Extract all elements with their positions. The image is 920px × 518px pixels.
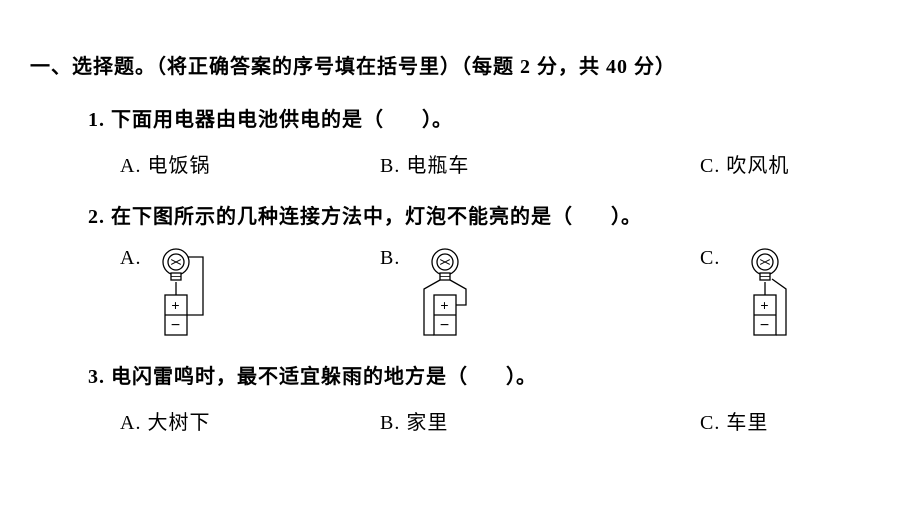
section-heading: 一、选择题。（将正确答案的序号填在括号里）（每题 2 分，共 40 分） xyxy=(30,50,890,79)
q2-option-a[interactable]: A. +− xyxy=(120,247,380,342)
q3-stem-prefix: 3. 电闪雷鸣时，最不适宜躲雨的地方是（ xyxy=(88,366,468,388)
svg-text:+: + xyxy=(172,297,181,313)
svg-text:−: − xyxy=(760,317,770,334)
svg-text:−: − xyxy=(440,317,450,334)
q2-figure-a: +− xyxy=(151,247,221,342)
q1-options: A. 电饭锅 B. 电瓶车 C. 吹风机 xyxy=(120,149,890,178)
svg-text:+: + xyxy=(761,297,770,313)
q3-stem-suffix: ）。 xyxy=(506,366,536,388)
q2-label-b: B. xyxy=(380,247,400,270)
q1-stem: 1. 下面用电器由电池供电的是（ ）。 xyxy=(88,103,890,133)
q1-stem-suffix: ）。 xyxy=(422,109,452,131)
q2-option-c[interactable]: C. +− xyxy=(700,247,800,342)
q2-label-c: C. xyxy=(700,247,720,270)
q3-options: A. 大树下 B. 家里 C. 车里 xyxy=(120,406,890,435)
q1-option-b[interactable]: B. 电瓶车 xyxy=(380,149,700,178)
q3-option-b[interactable]: B. 家里 xyxy=(380,406,700,435)
q2-option-b[interactable]: B. +− xyxy=(380,247,700,342)
q1-option-c[interactable]: C. 吹风机 xyxy=(700,149,789,178)
q2-stem-suffix: ）。 xyxy=(611,206,641,228)
q3-stem: 3. 电闪雷鸣时，最不适宜躲雨的地方是（ ）。 xyxy=(88,360,890,390)
q3-blank[interactable] xyxy=(468,366,506,390)
q2-figure-c: +− xyxy=(730,247,800,342)
q1-blank[interactable] xyxy=(384,109,422,133)
svg-text:+: + xyxy=(441,297,450,313)
q2-label-a: A. xyxy=(120,247,141,270)
q2-stem-prefix: 2. 在下图所示的几种连接方法中，灯泡不能亮的是（ xyxy=(88,206,573,228)
q1-option-a[interactable]: A. 电饭锅 xyxy=(120,149,380,178)
q2-blank[interactable] xyxy=(573,207,611,231)
q2-options: A. +− B. +− C. +− xyxy=(120,247,890,342)
q1-stem-prefix: 1. 下面用电器由电池供电的是（ xyxy=(88,109,384,131)
q2-stem: 2. 在下图所示的几种连接方法中，灯泡不能亮的是（ ）。 xyxy=(88,200,890,230)
svg-text:−: − xyxy=(171,317,181,334)
q3-option-a[interactable]: A. 大树下 xyxy=(120,406,380,435)
q3-option-c[interactable]: C. 车里 xyxy=(700,406,768,435)
q2-figure-b: +− xyxy=(410,247,480,342)
